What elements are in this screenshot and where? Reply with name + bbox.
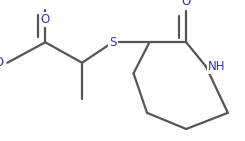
Text: HO: HO	[0, 56, 5, 69]
Text: O: O	[182, 0, 191, 8]
Text: NH: NH	[208, 60, 226, 73]
Text: O: O	[41, 13, 50, 26]
Text: S: S	[109, 36, 116, 49]
